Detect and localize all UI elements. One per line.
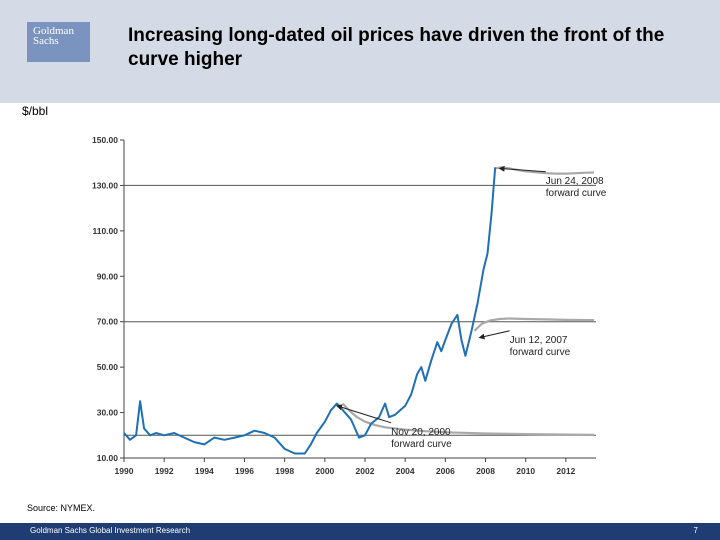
y-tick-label: 10.00 bbox=[97, 453, 119, 463]
y-tick-label: 90.00 bbox=[97, 271, 119, 281]
source-note: Source: NYMEX. bbox=[27, 503, 96, 513]
annotation-label: forward curve bbox=[391, 439, 452, 450]
x-tick-label: 2010 bbox=[516, 466, 535, 476]
x-tick-label: 2008 bbox=[476, 466, 495, 476]
y-tick-label: 150.00 bbox=[92, 135, 118, 145]
x-tick-label: 2004 bbox=[396, 466, 415, 476]
x-tick-label: 2000 bbox=[315, 466, 334, 476]
logo-line-1: Goldman bbox=[33, 25, 74, 37]
annotation-label: Nov 20, 2000 bbox=[391, 427, 451, 438]
y-axis-unit-label: $/bbl bbox=[22, 104, 49, 118]
logo-line-2: Sachs bbox=[33, 35, 59, 47]
x-tick-label: 1996 bbox=[235, 466, 254, 476]
x-tick-label: 1990 bbox=[115, 466, 134, 476]
y-tick-label: 50.00 bbox=[97, 362, 119, 372]
series-spot-oil-price bbox=[123, 167, 497, 455]
annotation-label: forward curve bbox=[546, 188, 607, 199]
y-tick-label: 130.00 bbox=[92, 180, 118, 190]
x-tick-label: 2012 bbox=[556, 466, 575, 476]
footer-bar: Goldman Sachs Global Investment Research… bbox=[0, 523, 720, 540]
annotation-arrow bbox=[478, 330, 510, 340]
y-tick-label: 110.00 bbox=[92, 226, 118, 236]
footer-research-label: Goldman Sachs Global Investment Research bbox=[30, 526, 191, 535]
header-band: Goldman Sachs Increasing long-dated oil … bbox=[0, 0, 720, 103]
series-jun-12-2007-forward-curve bbox=[473, 317, 595, 332]
goldman-sachs-logo: Goldman Sachs bbox=[27, 22, 90, 62]
y-tick-label: 30.00 bbox=[97, 408, 119, 418]
annotation-arrow bbox=[498, 165, 546, 173]
y-tick-label: 70.00 bbox=[97, 317, 119, 327]
x-tick-label: 1994 bbox=[195, 466, 214, 476]
x-tick-label: 2006 bbox=[436, 466, 455, 476]
annotation-label: Jun 12, 2007 bbox=[510, 335, 568, 346]
series-jun-24-2008-forward-curve bbox=[495, 166, 595, 175]
page-number: 7 bbox=[693, 526, 698, 535]
series-nov-20-2000-forward-curve bbox=[341, 402, 595, 436]
annotation-arrow bbox=[335, 404, 392, 424]
x-tick-label: 1998 bbox=[275, 466, 294, 476]
oil-price-chart: 10.00 30.00 50.00 70.00 90.00 110.00 130.00 150… bbox=[92, 135, 607, 476]
annotation-label: forward curve bbox=[510, 347, 571, 358]
x-tick-label: 2002 bbox=[356, 466, 375, 476]
annotation-label: Jun 24, 2008 bbox=[546, 176, 604, 187]
x-tick-label: 1992 bbox=[155, 466, 174, 476]
slide-title: Increasing long-dated oil prices have dr… bbox=[128, 25, 665, 70]
